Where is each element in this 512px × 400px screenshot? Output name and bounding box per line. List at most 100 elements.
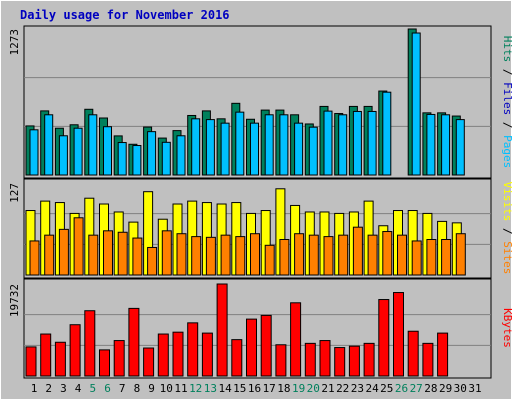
bar-files bbox=[294, 122, 304, 176]
bar-sites bbox=[323, 236, 334, 276]
bar-sites bbox=[132, 237, 143, 276]
bar-files bbox=[411, 32, 421, 176]
bar-sites bbox=[426, 239, 437, 276]
bar-sites bbox=[88, 234, 99, 276]
legend-separator: / bbox=[501, 115, 512, 135]
x-tick-label: 8 bbox=[134, 382, 141, 395]
x-tick-label: 13 bbox=[204, 382, 217, 395]
x-tick-label: 27 bbox=[410, 382, 423, 395]
bar-kbytes bbox=[231, 339, 243, 377]
bar-files bbox=[250, 122, 259, 176]
legend-entry-hits: Hits bbox=[501, 36, 512, 63]
legend-separator: / bbox=[501, 221, 512, 241]
bar-kbytes bbox=[407, 330, 419, 377]
bar-sites bbox=[205, 236, 216, 276]
chart-panel-2: 127 Visits / Sites bbox=[8, 178, 512, 279]
bar-sites bbox=[44, 234, 55, 276]
bar-files bbox=[176, 135, 186, 176]
bar-kbytes bbox=[216, 283, 228, 377]
bar-kbytes bbox=[201, 332, 213, 377]
x-tick-label: 28 bbox=[424, 382, 437, 395]
panel-legend: KBytes bbox=[501, 308, 512, 348]
panel-frame bbox=[23, 178, 492, 279]
bar-sites bbox=[161, 230, 172, 276]
bar-sites bbox=[191, 236, 202, 276]
bar-kbytes bbox=[260, 314, 272, 377]
x-tick-label: 22 bbox=[336, 382, 349, 395]
x-tick-label: 30 bbox=[454, 382, 467, 395]
bar-kbytes bbox=[172, 331, 184, 377]
bar-kbytes bbox=[378, 299, 390, 377]
x-tick-label: 17 bbox=[263, 382, 276, 395]
bar-kbytes bbox=[40, 333, 52, 377]
bar-kbytes bbox=[143, 347, 155, 377]
bar-kbytes bbox=[128, 307, 140, 377]
x-tick-label: 3 bbox=[60, 382, 67, 395]
bar-files bbox=[308, 126, 318, 176]
bar-sites bbox=[455, 233, 466, 276]
x-tick-label: 1 bbox=[31, 382, 38, 395]
bar-sites bbox=[117, 231, 128, 276]
chart-panel-1: 1273 Hits / Files / Pages bbox=[8, 25, 512, 179]
x-tick-label: 9 bbox=[148, 382, 155, 395]
bar-kbytes bbox=[275, 344, 287, 377]
bar-files bbox=[220, 122, 230, 176]
x-tick-label: 6 bbox=[104, 382, 111, 395]
bar-files bbox=[441, 114, 451, 176]
panel-legend: Hits / Files / Pages bbox=[501, 36, 512, 169]
bar-sites bbox=[308, 234, 319, 276]
bar-sites bbox=[367, 234, 378, 276]
legend-entry-visits: Visits bbox=[501, 182, 512, 222]
bar-files bbox=[88, 114, 98, 176]
panel-max-label: 127 bbox=[8, 183, 21, 203]
bar-files bbox=[352, 110, 362, 176]
bar-kbytes bbox=[437, 332, 449, 377]
legend-separator: / bbox=[501, 62, 512, 82]
bar-files bbox=[264, 114, 274, 176]
bar-kbytes bbox=[84, 310, 96, 377]
x-tick-label: 11 bbox=[174, 382, 187, 395]
bar-files bbox=[29, 129, 39, 176]
bar-sites bbox=[264, 244, 275, 276]
x-tick-label: 18 bbox=[277, 382, 290, 395]
x-tick-label: 31 bbox=[468, 382, 481, 395]
bar-kbytes bbox=[422, 342, 434, 377]
bar-files bbox=[161, 141, 171, 176]
panel-max-label: 19732 bbox=[8, 284, 21, 317]
bar-kbytes bbox=[113, 340, 125, 377]
bar-files bbox=[235, 111, 245, 176]
bar-kbytes bbox=[54, 341, 66, 377]
x-tick-label: 23 bbox=[351, 382, 364, 395]
x-tick-label: 7 bbox=[119, 382, 126, 395]
legend-entry-sites: Sites bbox=[501, 241, 512, 274]
bar-files bbox=[367, 110, 377, 176]
bar-files bbox=[147, 131, 157, 176]
bar-files bbox=[44, 114, 54, 176]
bar-kbytes bbox=[187, 322, 199, 377]
x-tick-label: 2 bbox=[45, 382, 52, 395]
bar-files bbox=[338, 114, 348, 176]
bar-files bbox=[58, 135, 68, 176]
bar-kbytes bbox=[319, 340, 331, 377]
x-tick-label: 21 bbox=[321, 382, 334, 395]
bar-files bbox=[279, 114, 289, 176]
bar-files bbox=[323, 110, 333, 176]
x-tick-label: 19 bbox=[292, 382, 305, 395]
bar-kbytes bbox=[25, 346, 37, 377]
chart-title: Daily usage for November 2016 bbox=[20, 8, 230, 22]
bar-files bbox=[73, 127, 83, 176]
bar-sites bbox=[441, 239, 452, 276]
x-tick-label: 4 bbox=[75, 382, 82, 395]
legend-entry-pages: Pages bbox=[501, 135, 512, 168]
x-tick-label: 16 bbox=[248, 382, 261, 395]
bar-sites bbox=[250, 233, 260, 276]
bar-files bbox=[117, 142, 127, 176]
bar-files bbox=[132, 145, 142, 176]
panel-max-label: 1273 bbox=[8, 29, 21, 56]
bar-files bbox=[103, 126, 112, 176]
bar-sites bbox=[235, 236, 246, 276]
x-tick-label: 26 bbox=[395, 382, 408, 395]
bar-sites bbox=[176, 233, 187, 276]
